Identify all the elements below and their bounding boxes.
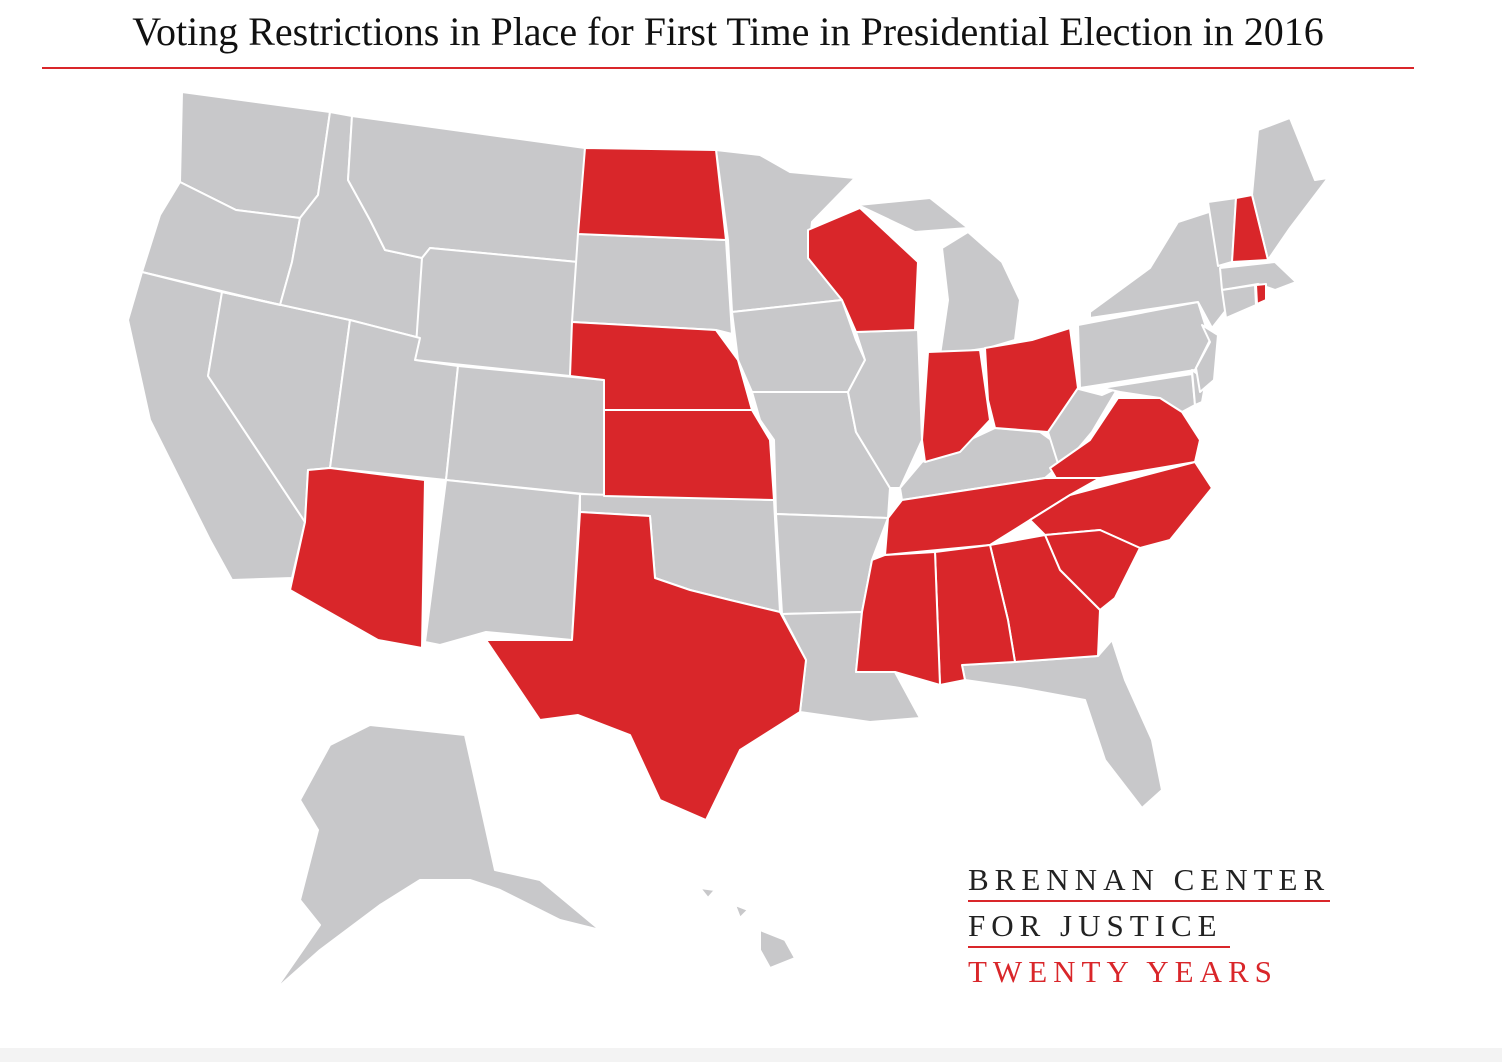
state-wyoming[interactable] <box>414 247 579 377</box>
title-underline <box>42 67 1414 69</box>
state-connecticut[interactable] <box>1221 284 1257 319</box>
state-new-hampshire[interactable] <box>1231 194 1269 263</box>
state-ohio[interactable] <box>984 327 1079 433</box>
state-kansas[interactable] <box>603 409 775 501</box>
state-alaska[interactable] <box>274 724 601 991</box>
state-texas[interactable] <box>485 511 807 821</box>
state-colorado[interactable] <box>445 365 605 497</box>
states-red <box>289 147 1269 821</box>
state-montana[interactable] <box>347 115 586 263</box>
bottom-band <box>0 1048 1502 1062</box>
brand-line-2: FOR JUSTICE <box>968 908 1223 943</box>
state-rhode-island[interactable] <box>1255 283 1267 305</box>
brennan-center-logo: BRENNAN CENTER FOR JUSTICE TWENTY YEARS <box>968 862 1331 990</box>
state-florida[interactable] <box>961 639 1163 809</box>
brand-line-3: TWENTY YEARS <box>968 954 1278 989</box>
map-title: Voting Restrictions in Place for First T… <box>132 9 1324 54</box>
brand-rule-1 <box>968 900 1331 902</box>
states-gray <box>127 91 1329 991</box>
state-iowa[interactable] <box>731 299 866 393</box>
state-north-dakota[interactable] <box>577 147 727 241</box>
brand-line-1: BRENNAN CENTER <box>968 862 1331 897</box>
state-hawaii[interactable] <box>699 887 796 969</box>
state-new-mexico[interactable] <box>424 479 581 646</box>
state-new-jersey[interactable] <box>1195 324 1219 393</box>
state-indiana[interactable] <box>921 349 991 463</box>
state-wisconsin[interactable] <box>807 207 919 333</box>
state-illinois[interactable] <box>847 329 923 489</box>
state-south-dakota[interactable] <box>571 233 733 335</box>
state-alabama[interactable] <box>934 544 1016 686</box>
brand-rule-2 <box>968 946 1230 948</box>
state-mississippi[interactable] <box>855 551 941 686</box>
state-michigan[interactable] <box>857 197 1021 356</box>
state-arizona[interactable] <box>289 467 426 649</box>
